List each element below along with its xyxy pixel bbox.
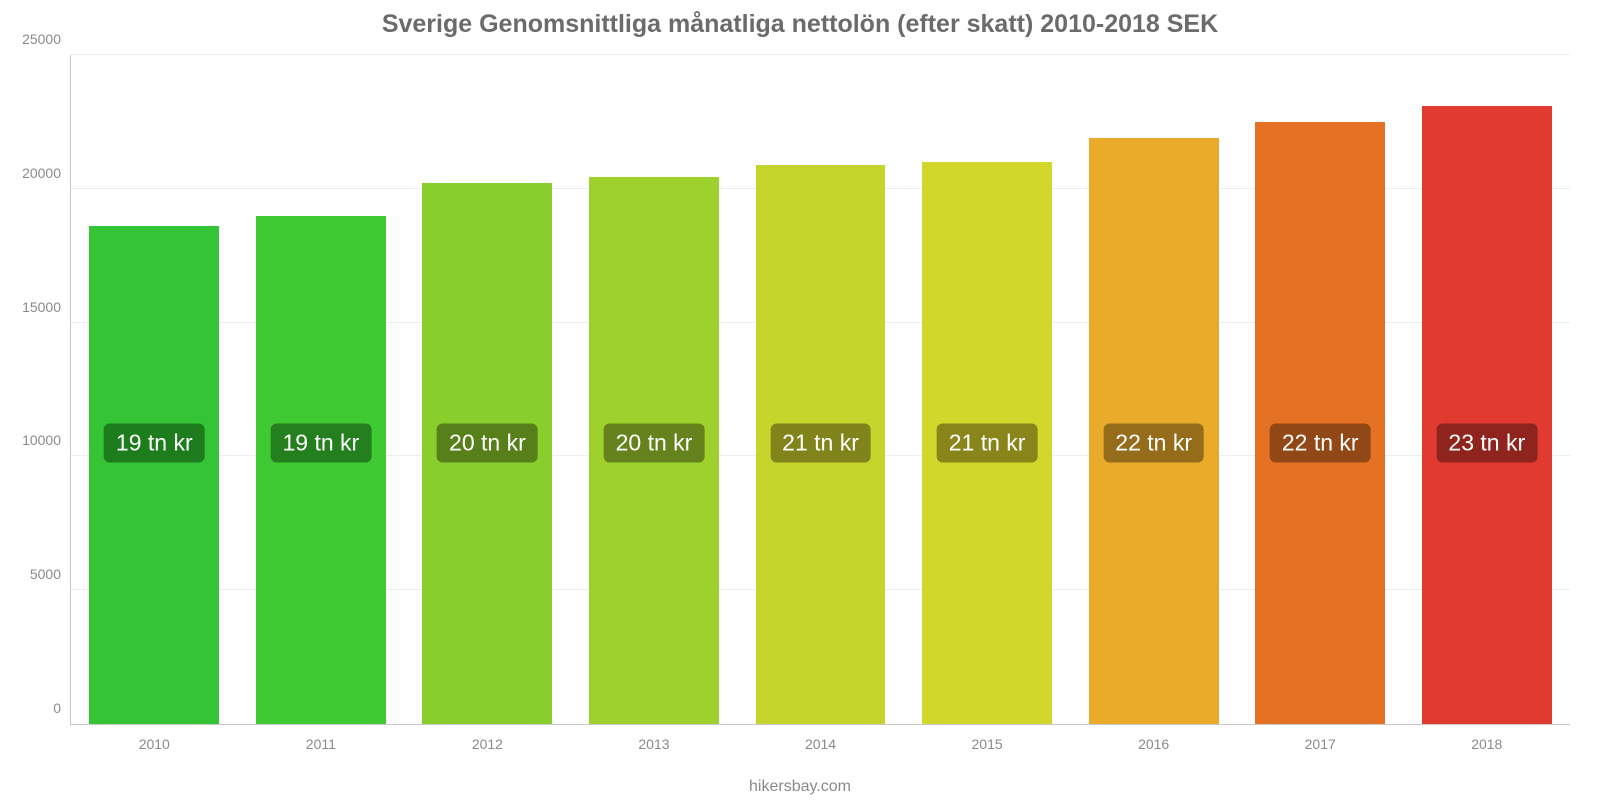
- bar-slot: 19 tn kr2010: [71, 55, 238, 724]
- bar-slot: 20 tn kr2013: [571, 55, 738, 724]
- bar-value-label: 22 tn kr: [1103, 424, 1204, 463]
- y-tick-label: 25000: [22, 31, 71, 47]
- bar-slot: 22 tn kr2016: [1070, 55, 1237, 724]
- bar-value-label: 20 tn kr: [437, 424, 538, 463]
- bar: 23 tn kr: [1422, 106, 1552, 724]
- bar-value-label: 21 tn kr: [937, 424, 1038, 463]
- bar-value-label: 23 tn kr: [1436, 424, 1537, 463]
- bar-slot: 20 tn kr2012: [404, 55, 571, 724]
- bar-slot: 23 tn kr2018: [1404, 55, 1571, 724]
- bar-value-label: 22 tn kr: [1270, 424, 1371, 463]
- chart-title: Sverige Genomsnittliga månatliga nettolö…: [0, 10, 1600, 39]
- bar-value-label: 21 tn kr: [770, 424, 871, 463]
- attribution: hikersbay.com: [0, 778, 1600, 796]
- x-tick-label: 2016: [1138, 724, 1169, 752]
- bar: 21 tn kr: [756, 165, 886, 724]
- x-tick-label: 2010: [139, 724, 170, 752]
- x-tick-label: 2018: [1471, 724, 1502, 752]
- x-tick-label: 2015: [972, 724, 1003, 752]
- bar-slot: 21 tn kr2014: [737, 55, 904, 724]
- y-tick-label: 0: [53, 700, 71, 716]
- x-tick-label: 2012: [472, 724, 503, 752]
- bar-value-label: 19 tn kr: [104, 424, 205, 463]
- bar-slot: 19 tn kr2011: [238, 55, 405, 724]
- bars-container: 19 tn kr201019 tn kr201120 tn kr201220 t…: [71, 55, 1570, 724]
- bar: 22 tn kr: [1089, 138, 1219, 724]
- bar-value-label: 20 tn kr: [604, 424, 705, 463]
- bar-slot: 21 tn kr2015: [904, 55, 1071, 724]
- plot-area: 19 tn kr201019 tn kr201120 tn kr201220 t…: [70, 55, 1570, 725]
- y-tick-label: 10000: [22, 432, 71, 448]
- bar-chart: Sverige Genomsnittliga månatliga nettolö…: [0, 0, 1600, 800]
- bar: 20 tn kr: [422, 183, 552, 724]
- x-tick-label: 2014: [805, 724, 836, 752]
- x-tick-label: 2017: [1305, 724, 1336, 752]
- x-tick-label: 2013: [638, 724, 669, 752]
- bar: 20 tn kr: [589, 177, 719, 724]
- x-tick-label: 2011: [306, 724, 336, 752]
- y-tick-label: 20000: [22, 165, 71, 181]
- bar: 21 tn kr: [922, 162, 1052, 724]
- y-tick-label: 15000: [22, 299, 71, 315]
- bar-value-label: 19 tn kr: [270, 424, 371, 463]
- bar-slot: 22 tn kr2017: [1237, 55, 1404, 724]
- bar: 19 tn kr: [256, 216, 386, 724]
- y-tick-label: 5000: [30, 566, 71, 582]
- bar: 19 tn kr: [89, 226, 219, 724]
- bar: 22 tn kr: [1255, 122, 1385, 724]
